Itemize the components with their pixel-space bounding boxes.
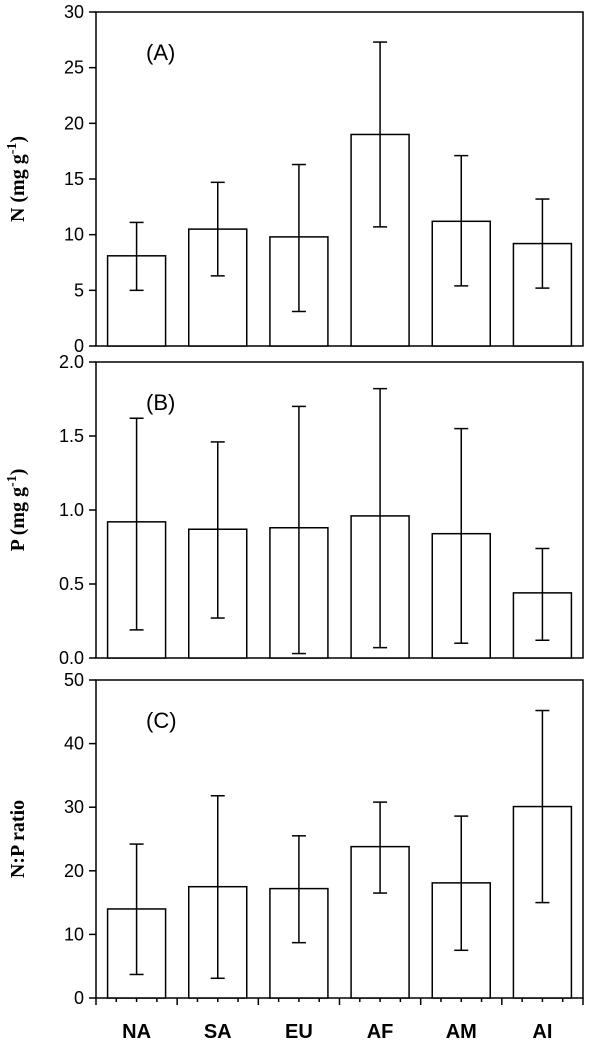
panel-c: 0 10 20 30 40 50 (C) N:P ratio: [7, 670, 584, 1008]
y-axis-label-superscript: -1: [5, 475, 20, 487]
y-tick-label: 30: [64, 2, 84, 22]
y-axis-label-main: N:P ratio: [7, 800, 29, 878]
y-axis-label-main: N (mg g: [7, 154, 29, 222]
y-tick-label: 1.0: [59, 500, 84, 520]
y-tick-label: 5: [74, 280, 84, 300]
y-axis-label-superscript: -1: [5, 143, 20, 155]
y-tick-label: 15: [64, 169, 84, 189]
y-tick-label: 2.0: [59, 352, 84, 372]
panel-b: 0.0 0.5 1.0 1.5 2.0 (B) P (mg g-1): [5, 352, 584, 668]
y-tick-label: 10: [64, 225, 84, 245]
x-tick-label-sa: SA: [204, 1021, 232, 1043]
y-tick-label: 20: [64, 113, 84, 133]
y-tick-label: 20: [64, 861, 84, 881]
x-tick-label-na: NA: [122, 1021, 151, 1043]
x-tick-label-am: AM: [446, 1021, 477, 1043]
y-tick-label: 0.5: [59, 574, 84, 594]
y-axis-label: P (mg g-1): [5, 469, 29, 552]
x-tick-label-af: AF: [367, 1021, 394, 1043]
y-tick-label: 0: [74, 988, 84, 1008]
y-axis-label-close: ): [7, 469, 29, 476]
y-tick-label: 50: [64, 670, 84, 690]
x-axis: NA SA EU AF AM AI: [95, 998, 584, 1043]
panel-label: (C): [146, 708, 177, 733]
x-tick-label-eu: EU: [285, 1021, 313, 1043]
y-tick-label: 40: [64, 734, 84, 754]
y-tick-label: 25: [64, 58, 84, 78]
y-tick-label: 10: [64, 924, 84, 944]
panel-label: (A): [146, 40, 175, 65]
bar-sa: [188, 228, 248, 347]
panel-label: (B): [146, 390, 175, 415]
y-axis-label-main: P (mg g: [7, 487, 29, 551]
x-tick-label-ai: AI: [532, 1021, 552, 1043]
y-axis-label: N (mg g-1): [5, 136, 29, 222]
y-axis-label-close: ): [7, 136, 29, 143]
y-tick-label: 0: [74, 336, 84, 356]
y-tick-label: 1.5: [59, 426, 84, 446]
panel-a: 0 5 10 15 20 25 30 (A) N (mg g-1): [5, 2, 584, 356]
y-tick-label: 0.0: [59, 648, 84, 668]
y-tick-label: 30: [64, 797, 84, 817]
y-axis-label: N:P ratio: [7, 800, 29, 878]
